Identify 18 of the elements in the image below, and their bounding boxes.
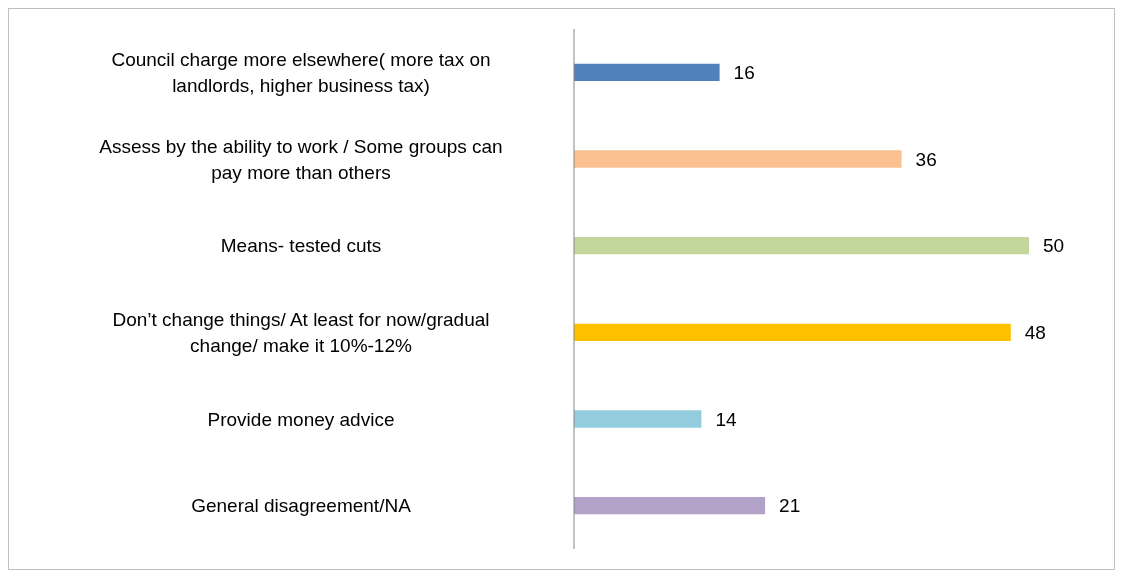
data-label: 16 — [733, 62, 755, 84]
y-tick-label: Assess by the ability to work / Some groups can pay more than others — [99, 135, 503, 183]
y-tick-label: General disagreement/NA — [191, 495, 412, 517]
bar — [574, 323, 1011, 341]
data-label: 14 — [715, 408, 737, 430]
bar — [574, 410, 702, 428]
data-label: 36 — [915, 148, 937, 170]
y-tick-label: Means- tested cuts — [220, 235, 382, 257]
bar — [574, 150, 902, 168]
y-tick-label: Don’t change things/ At least for now/gradual change/ make it 10%-12% — [112, 308, 490, 356]
y-tick-label: Provide money advice — [207, 408, 395, 430]
data-label: 50 — [1043, 235, 1065, 257]
bar — [574, 237, 1029, 255]
bar — [574, 497, 766, 515]
data-label: 21 — [779, 495, 801, 517]
y-tick-label: Council charge more elsewhere( more tax on landlords, higher business tax) — [111, 48, 491, 96]
data-label: 48 — [1024, 322, 1046, 344]
bar — [574, 63, 720, 81]
